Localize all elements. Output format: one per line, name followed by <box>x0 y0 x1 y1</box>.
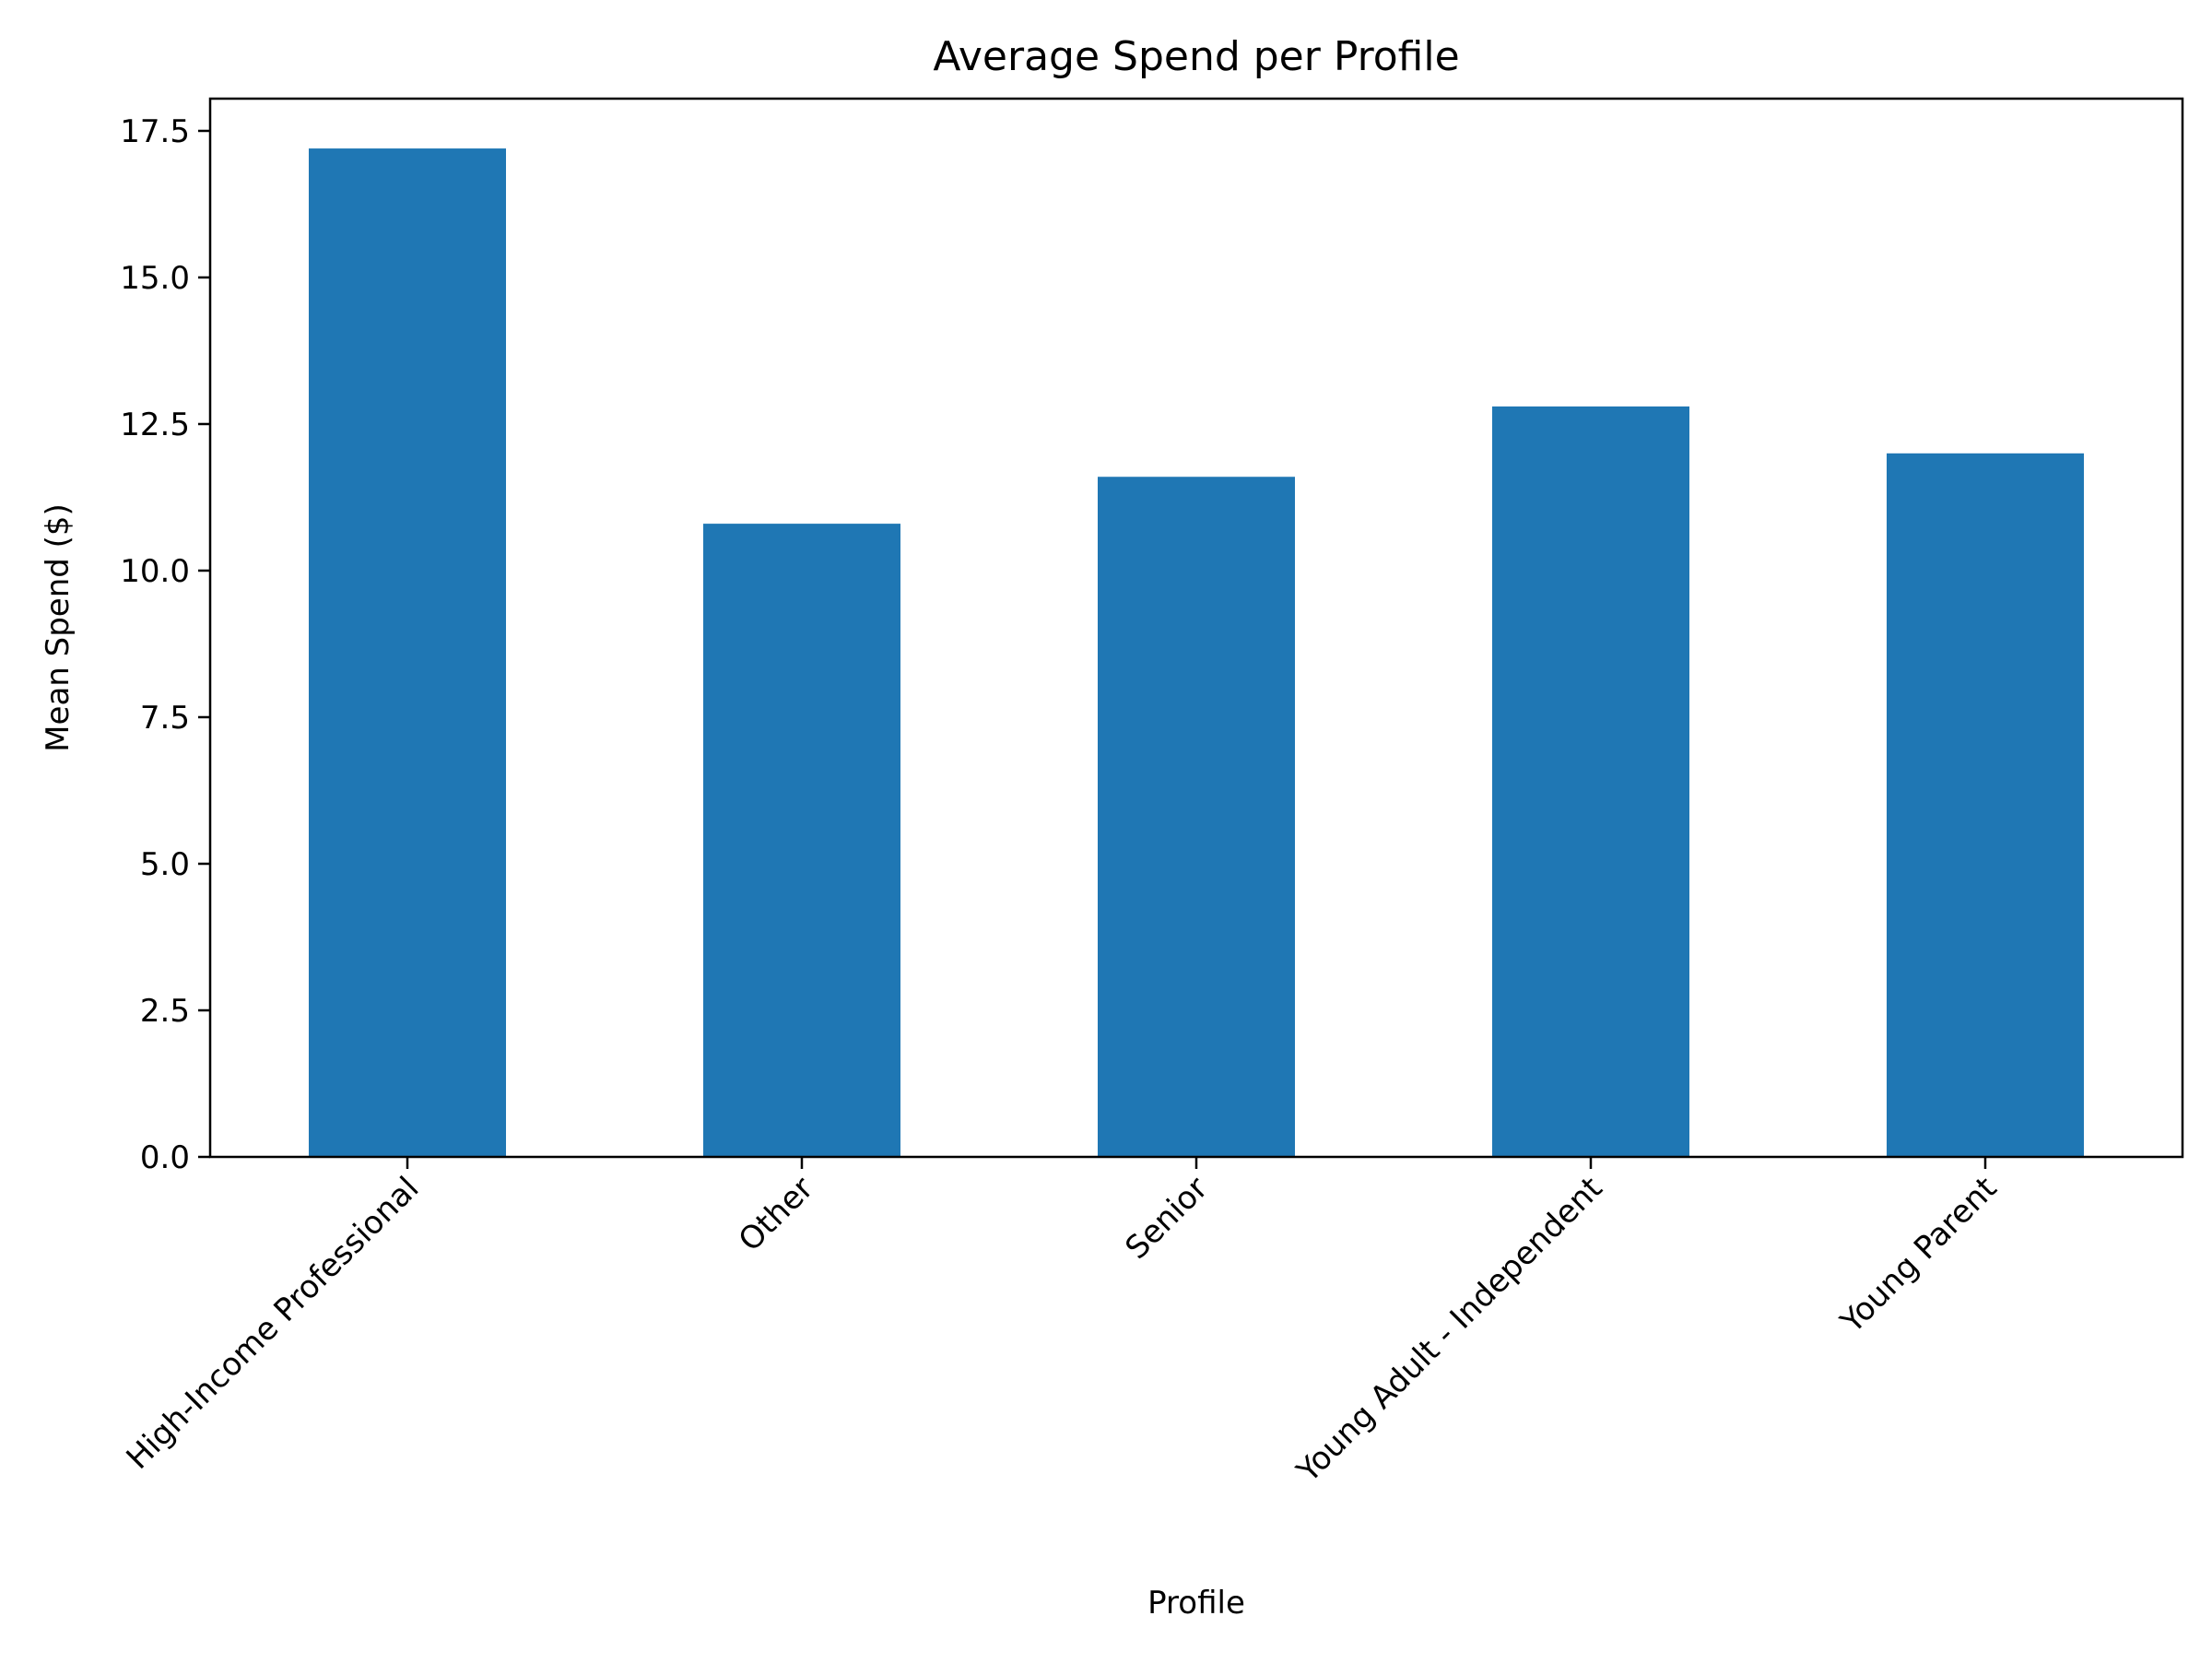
bars-group <box>309 148 2084 1157</box>
bar-2 <box>1098 477 1295 1157</box>
y-tick-label: 10.0 <box>120 553 190 590</box>
chart-title: Average Spend per Profile <box>933 33 1459 80</box>
y-tick-label: 0.0 <box>140 1139 190 1176</box>
plot-frame <box>208 97 2184 1159</box>
bar-3 <box>1492 406 1689 1157</box>
y-axis: 0.0 2.5 5.0 7.5 10.0 12.5 15.0 17.5 <box>120 113 210 1176</box>
y-tick-label: 2.5 <box>140 993 190 1030</box>
y-tick-label: 7.5 <box>140 700 190 737</box>
bar-4 <box>1887 453 2084 1157</box>
bar-0 <box>309 148 506 1157</box>
y-tick-label: 12.5 <box>120 407 190 443</box>
y-tick-label: 5.0 <box>140 846 190 883</box>
y-axis-label: Mean Spend ($) <box>40 503 76 752</box>
y-tick-label: 15.0 <box>120 260 190 297</box>
bar-1 <box>703 524 900 1157</box>
y-tick-label: 17.5 <box>120 113 190 150</box>
x-axis-label: Profile <box>1147 1585 1245 1622</box>
